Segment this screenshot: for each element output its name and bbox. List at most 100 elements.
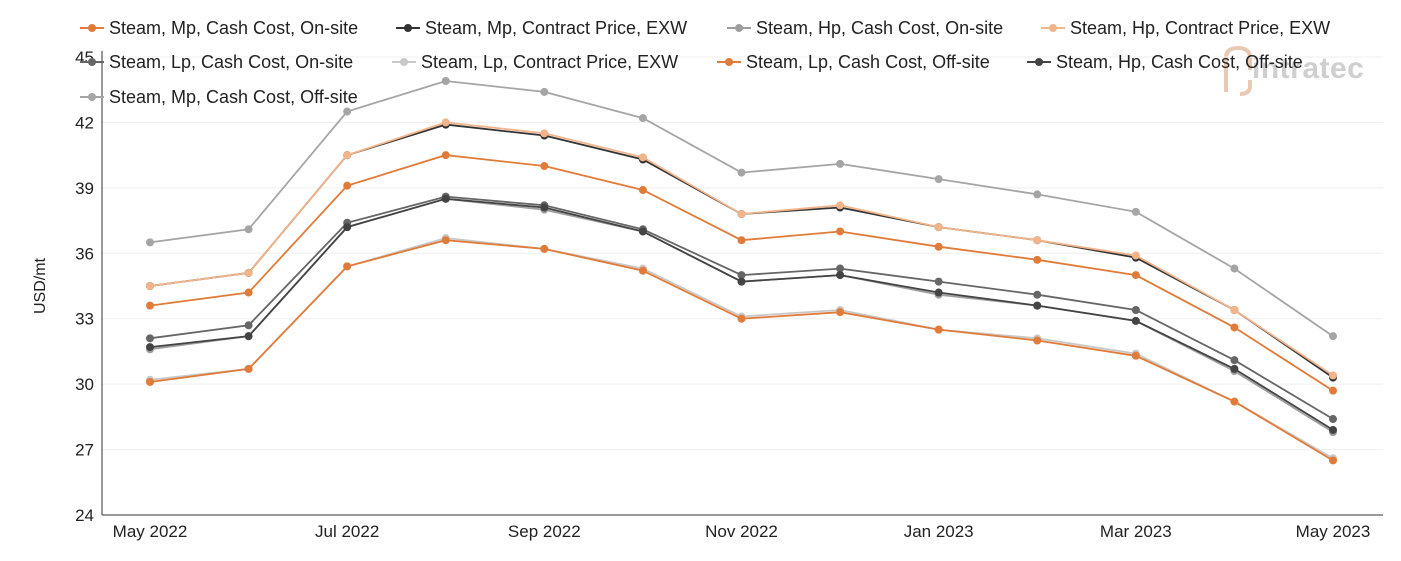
- legend-marker: [88, 58, 96, 66]
- data-point: [836, 201, 845, 210]
- x-tick-label: May 2023: [1296, 522, 1371, 541]
- data-point: [1329, 415, 1337, 424]
- legend-marker: [1035, 58, 1043, 66]
- legend-item: Steam, Mp, Cash Cost, On-site: [80, 18, 358, 38]
- series-1: [146, 151, 1337, 395]
- legend-label: Steam, Mp, Cash Cost, Off-site: [109, 87, 358, 107]
- legend: Steam, Mp, Cash Cost, On-site Steam, Mp, …: [80, 18, 1330, 107]
- x-tick-label: Jul 2022: [315, 522, 379, 541]
- series-line: [149, 80, 1334, 337]
- data-point: [737, 277, 746, 286]
- x-tick-label: Mar 2023: [1100, 522, 1172, 541]
- data-point: [934, 223, 943, 232]
- data-point: [1033, 301, 1042, 310]
- data-point: [737, 236, 746, 245]
- data-point: [244, 225, 253, 234]
- legend-label: Steam, Hp, Cash Cost, Off-site: [1056, 52, 1303, 72]
- data-point: [836, 159, 845, 168]
- y-axis-title: USD/mt: [32, 257, 49, 314]
- data-point: [638, 186, 647, 195]
- legend-label: Steam, Lp, Contract Price, EXW: [421, 52, 678, 72]
- data-point: [836, 264, 845, 273]
- data-point: [934, 242, 943, 251]
- x-tick-label: May 2022: [113, 522, 188, 541]
- legend-marker: [1049, 24, 1057, 32]
- data-point: [540, 203, 549, 212]
- data-point: [343, 262, 352, 271]
- legend-label: Steam, Lp, Cash Cost, On-site: [109, 52, 353, 72]
- gridlines: [102, 56, 1383, 451]
- data-point: [836, 227, 845, 236]
- data-point: [737, 314, 746, 323]
- data-point: [1230, 356, 1239, 365]
- y-tick-label: 30: [75, 375, 94, 394]
- legend-item: Steam, Hp, Cash Cost, On-site: [727, 18, 1003, 38]
- axes: [101, 51, 1383, 516]
- legend-item: Steam, Lp, Cash Cost, On-site: [80, 52, 353, 72]
- data-point: [836, 271, 845, 280]
- legend-label: Steam, Mp, Contract Price, EXW: [425, 18, 687, 38]
- data-point: [1230, 264, 1239, 273]
- legend-item: Steam, Hp, Cash Cost, Off-site: [1027, 52, 1303, 72]
- data-point: [1131, 271, 1140, 280]
- data-point: [1131, 251, 1140, 260]
- data-point: [934, 175, 943, 184]
- data-point: [146, 282, 154, 290]
- legend-marker: [88, 93, 96, 101]
- series-4: [146, 118, 1337, 380]
- data-point: [1033, 255, 1042, 264]
- data-point: [540, 129, 549, 138]
- legend-marker: [88, 24, 96, 32]
- data-point: [934, 288, 943, 297]
- series-5: [146, 192, 1337, 424]
- x-tick-label: Jan 2023: [904, 522, 974, 541]
- data-point: [540, 244, 549, 253]
- data-point: [1131, 351, 1140, 360]
- data-point: [244, 332, 253, 341]
- y-tick-label: 33: [75, 310, 94, 329]
- series-7: [146, 236, 1337, 465]
- x-tick-label: Nov 2022: [705, 522, 778, 541]
- data-point: [934, 277, 943, 286]
- data-point: [343, 223, 352, 232]
- y-tick-label: 42: [75, 113, 94, 132]
- legend-item: Steam, Mp, Cash Cost, Off-site: [80, 87, 358, 107]
- data-point: [244, 364, 253, 373]
- series-lines: [146, 76, 1337, 465]
- data-point: [244, 321, 253, 330]
- data-point: [1033, 236, 1042, 245]
- data-point: [1329, 386, 1337, 395]
- legend-marker: [400, 58, 408, 66]
- data-point: [540, 87, 549, 96]
- logo-mark-tail: [1239, 80, 1252, 96]
- legend-label: Steam, Mp, Cash Cost, On-site: [109, 18, 358, 38]
- data-point: [1230, 305, 1239, 314]
- legend-item: Steam, Mp, Contract Price, EXW: [396, 18, 687, 38]
- data-point: [638, 227, 647, 236]
- legend-item: Steam, Lp, Contract Price, EXW: [392, 52, 678, 72]
- data-point: [1230, 397, 1239, 406]
- data-point: [441, 151, 450, 160]
- data-point: [343, 181, 352, 190]
- data-point: [1329, 332, 1337, 341]
- data-point: [638, 153, 647, 162]
- data-point: [343, 107, 352, 116]
- data-point: [146, 377, 154, 386]
- data-point: [1131, 316, 1140, 325]
- series-line: [149, 123, 1334, 379]
- data-point: [146, 343, 154, 352]
- data-point: [1033, 290, 1042, 299]
- data-point: [1230, 323, 1239, 332]
- series-line: [149, 195, 1334, 420]
- series-9: [146, 76, 1337, 341]
- data-point: [1329, 425, 1337, 434]
- data-point: [244, 288, 253, 297]
- data-point: [343, 151, 352, 160]
- series-8: [146, 194, 1337, 434]
- legend-item: Steam, Hp, Contract Price, EXW: [1041, 18, 1330, 38]
- data-point: [836, 308, 845, 317]
- legend-marker: [735, 24, 743, 32]
- x-tick-label: Sep 2022: [508, 522, 581, 541]
